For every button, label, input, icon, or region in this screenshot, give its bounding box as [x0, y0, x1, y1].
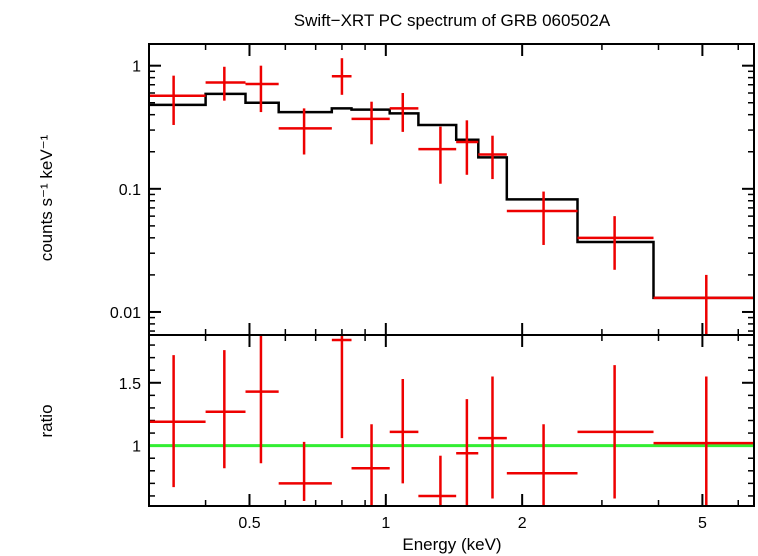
- chart-title: Swift−XRT PC spectrum of GRB 060502A: [294, 11, 611, 30]
- x-axis-label: Energy (keV): [402, 535, 501, 554]
- x-tick-label: 2: [518, 515, 527, 532]
- ratio-data-point: [331, 335, 352, 439]
- lower-y-axis-label: ratio: [37, 404, 56, 437]
- ratio-data-point: [278, 441, 332, 501]
- upper-y-tick-label: 1: [132, 59, 141, 76]
- ratio-data-point: [506, 424, 578, 506]
- ratio-data-point: [653, 376, 754, 506]
- spectrum-data-point: [506, 191, 578, 245]
- spectrum-data-point: [389, 93, 419, 132]
- ratio-data-point: [418, 455, 457, 506]
- lower-axes: 0.5 1 2 5 1 1.5: [119, 335, 754, 532]
- upper-y-tick-label: 0.01: [110, 305, 141, 322]
- x-tick-label: 0.5: [238, 515, 260, 532]
- spectrum-data-point: [456, 120, 479, 175]
- upper-panel-frame: [148, 43, 755, 336]
- spectrum-data-point: [149, 75, 206, 125]
- spectrum-data-point: [205, 66, 246, 101]
- ratio-data-point: [456, 399, 479, 506]
- upper-model-series: [149, 92, 754, 300]
- ratio-data-point: [245, 335, 279, 464]
- model-step-line: [149, 92, 754, 300]
- spectrum-data-point: [478, 135, 507, 180]
- lower-ratio-panel: 0.5 1 2 5 1 1.5: [119, 334, 755, 532]
- upper-axes: 0.01 0.1 1: [110, 44, 754, 335]
- lower-data-series: [149, 335, 754, 506]
- upper-spectrum-panel: 0.01 0.1 1: [110, 43, 755, 336]
- ratio-data-point: [149, 355, 206, 488]
- spectrum-data-point: [331, 58, 352, 95]
- spectrum-data-point: [278, 108, 332, 155]
- upper-y-axis-label: counts s⁻¹ keV⁻¹: [37, 134, 56, 261]
- spectrum-data-point: [577, 216, 654, 270]
- ratio-data-point: [478, 376, 507, 499]
- ratio-data-point: [205, 350, 246, 469]
- spectrum-data-point: [351, 101, 390, 145]
- x-tick-label: 5: [698, 515, 707, 532]
- spectrum-data-point: [245, 65, 279, 113]
- spectrum-data-point: [653, 274, 754, 335]
- ratio-data-point: [389, 379, 419, 484]
- lower-panel-frame: [148, 334, 755, 507]
- x-tick-label: 1: [381, 515, 390, 532]
- spectrum-data-point: [418, 126, 457, 184]
- upper-y-tick-label: 0.1: [119, 182, 141, 199]
- upper-data-series: [149, 58, 754, 335]
- ratio-data-point: [351, 424, 390, 506]
- lower-y-tick-label: 1.5: [119, 376, 141, 393]
- ratio-data-point: [577, 365, 654, 499]
- lower-y-tick-label: 1: [132, 439, 141, 456]
